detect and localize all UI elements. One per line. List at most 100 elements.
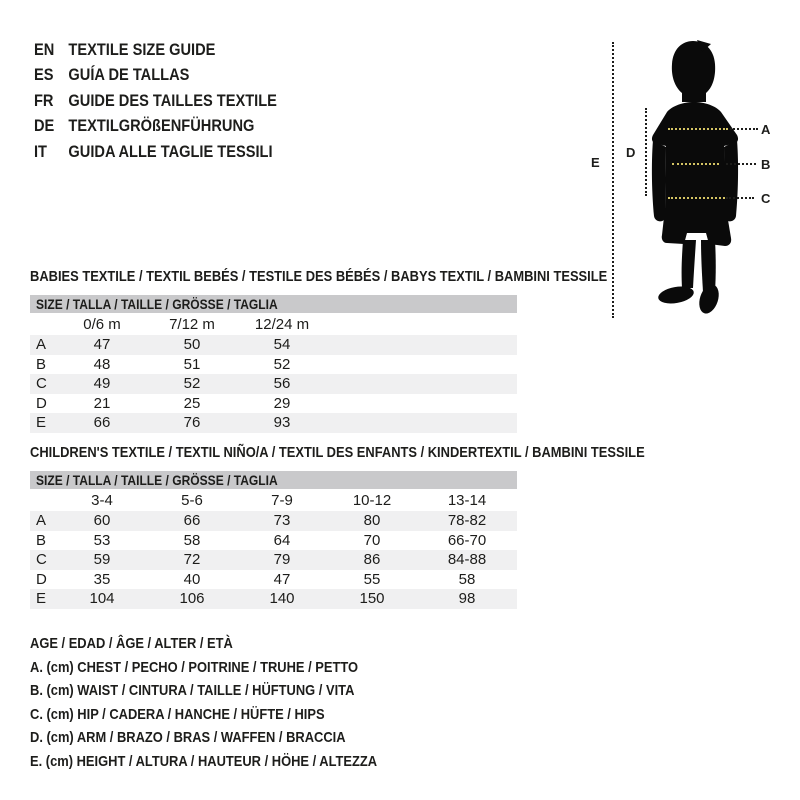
children-section-heading: CHILDREN'S TEXTILE / TEXTIL NIÑO/A / TEX… (30, 444, 645, 461)
table-cell: 54 (273, 336, 291, 354)
babies-size-table: SIZE / TALLA / TAILLE / GRÖSSE / TAGLIA … (30, 295, 517, 433)
language-list: EN TEXTILE SIZE GUIDE ES GUÍA DE TALLAS … (34, 37, 316, 165)
column-header: 12/24 m (254, 315, 310, 333)
chest-measure-leader (730, 128, 758, 130)
children-size-table: SIZE / TALLA / TAILLE / GRÖSSE / TAGLIA … (30, 471, 517, 609)
table-row: E 66 76 93 (30, 413, 517, 433)
waist-measure-leader (726, 163, 756, 165)
language-code: ES (34, 65, 54, 85)
size-header-text: SIZE / TALLA / TAILLE / GRÖSSE / TAGLIA (36, 472, 278, 488)
hip-measure-dots-yellow (668, 197, 725, 199)
row-label: D (36, 394, 47, 412)
table-cell: 64 (273, 531, 291, 549)
table-cell: 66-70 (447, 531, 487, 549)
row-label: E (36, 414, 47, 432)
height-measure-line-e (612, 42, 614, 318)
table-row: A 60 66 73 80 78-82 (30, 511, 517, 531)
table-cell: 47 (93, 336, 111, 354)
legend-age-line: AGE / EDAD / ÂGE / ALTER / ETÀ (30, 635, 233, 652)
table-cell: 52 (183, 375, 201, 393)
table-cell: 50 (183, 336, 201, 354)
table-cell: 48 (93, 355, 111, 373)
table-cell: 29 (273, 394, 291, 412)
babies-size-header-bar: SIZE / TALLA / TAILLE / GRÖSSE / TAGLIA (30, 295, 517, 313)
silhouette-right-leg (701, 240, 716, 292)
row-label: C (36, 375, 47, 393)
table-row: E 104 106 140 150 98 (30, 589, 517, 609)
language-title: GUÍA DE TALLAS (68, 65, 190, 85)
table-cell: 73 (273, 512, 291, 530)
measurement-figure: A B C D E (585, 35, 795, 330)
column-header: 5-6 (181, 491, 203, 509)
table-cell: 150 (359, 590, 385, 608)
column-header: 7/12 m (169, 315, 215, 333)
language-row-fr: FR GUIDE DES TAILLES TEXTILE (34, 88, 277, 114)
column-header: 7-9 (271, 491, 293, 509)
babies-columns-row: 0/6 m 7/12 m 12/24 m (30, 313, 517, 335)
table-row: B 53 58 64 70 66-70 (30, 531, 517, 551)
silhouette-right-shoe (699, 284, 719, 314)
language-row-es: ES GUÍA DE TALLAS (34, 63, 277, 89)
table-cell: 40 (183, 570, 201, 588)
table-cell: 80 (363, 512, 381, 530)
table-cell: 98 (458, 590, 476, 608)
table-cell: 35 (93, 570, 111, 588)
table-cell: 49 (93, 375, 111, 393)
child-silhouette (651, 40, 739, 314)
babies-section-heading: BABIES TEXTILE / TEXTIL BEBÉS / TESTILE … (30, 268, 608, 285)
table-cell: 106 (179, 590, 205, 608)
language-code: DE (34, 116, 55, 136)
table-cell: 51 (183, 355, 201, 373)
table-cell: 56 (273, 375, 291, 393)
children-size-header-bar: SIZE / TALLA / TAILLE / GRÖSSE / TAGLIA (30, 471, 517, 489)
language-row-de: DE TEXTILGRÖßENFÜHRUNG (34, 114, 277, 140)
silhouette-left-arm (651, 140, 666, 222)
table-cell: 60 (93, 512, 111, 530)
table-row: D 21 25 29 (30, 394, 517, 414)
row-label: B (36, 531, 47, 549)
language-row-en: EN TEXTILE SIZE GUIDE (34, 37, 277, 63)
legend-item-height: E. (cm) HEIGHT / ALTURA / HAUTEUR / HÖHE… (30, 752, 378, 770)
table-cell: 21 (93, 394, 111, 412)
measurement-legend: AGE / EDAD / ÂGE / ALTER / ETÀ A. (cm) C… (30, 632, 434, 773)
language-title: TEXTILGRÖßENFÜHRUNG (68, 116, 255, 136)
silhouette-left-shoe (658, 286, 694, 304)
row-label: C (36, 551, 47, 569)
table-cell: 104 (89, 590, 115, 608)
children-columns-row: 3-4 5-6 7-9 10-12 13-14 (30, 489, 517, 511)
row-label: A (36, 512, 47, 530)
table-cell: 86 (363, 551, 381, 569)
table-cell: 93 (273, 414, 291, 432)
language-code: EN (34, 39, 55, 59)
table-cell: 79 (273, 551, 291, 569)
measure-label-e: E (591, 155, 600, 170)
legend-item-arm: D. (cm) ARM / BRAZO / BRAS / WAFFEN / BR… (30, 729, 346, 746)
language-title: GUIDE DES TAILLES TEXTILE (68, 90, 277, 110)
legend-item-waist: B. (cm) WAIST / CINTURA / TAILLE / HÜFTU… (30, 682, 355, 699)
silhouette-left-leg (681, 240, 696, 288)
table-cell: 58 (458, 570, 476, 588)
measure-label-b: B (761, 157, 771, 172)
table-cell: 53 (93, 531, 111, 549)
table-row: B 48 51 52 (30, 355, 517, 375)
silhouette-right-arm (724, 140, 739, 222)
table-cell: 76 (183, 414, 201, 432)
language-row-it: IT GUIDA ALLE TAGLIE TESSILI (34, 139, 277, 165)
measure-label-d: D (626, 145, 636, 160)
arm-measure-line-d (645, 108, 647, 196)
size-header-text: SIZE / TALLA / TAILLE / GRÖSSE / TAGLIA (36, 296, 278, 312)
chest-measure-dots-yellow (668, 128, 728, 130)
table-cell: 52 (273, 355, 291, 373)
measure-label-a: A (761, 122, 771, 137)
table-row: A 47 50 54 (30, 335, 517, 355)
language-title: GUIDA ALLE TAGLIE TESSILI (68, 141, 273, 161)
table-cell: 66 (93, 414, 111, 432)
silhouette-head (671, 41, 716, 102)
table-cell: 59 (93, 551, 111, 569)
row-label: B (36, 355, 47, 373)
table-cell: 66 (183, 512, 201, 530)
table-cell: 140 (269, 590, 295, 608)
legend-item-hip: C. (cm) HIP / CADERA / HANCHE / HÜFTE / … (30, 705, 325, 723)
table-cell: 47 (273, 570, 291, 588)
row-label: E (36, 590, 47, 608)
